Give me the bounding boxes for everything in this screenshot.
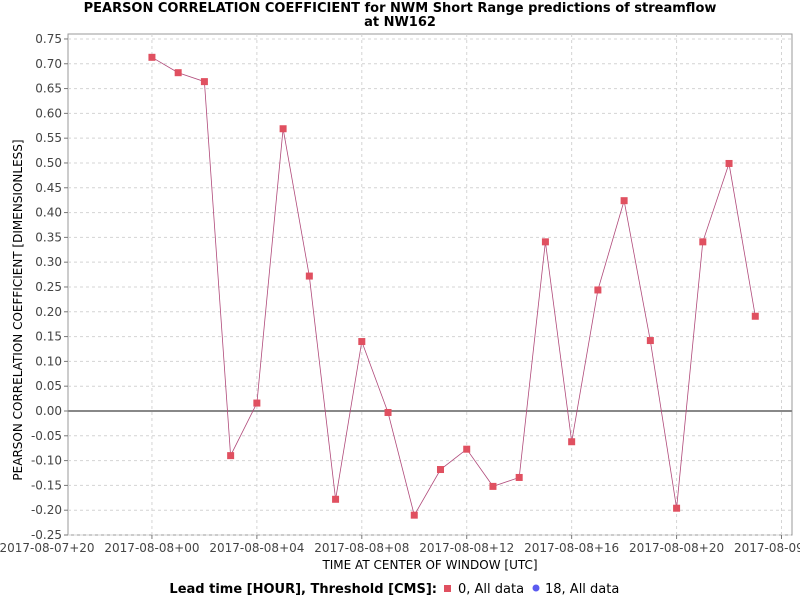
data-point: [148, 53, 156, 61]
data-point: [489, 482, 497, 490]
data-point: [568, 438, 576, 446]
y-tick-label: 0.05: [35, 379, 62, 393]
data-point: [279, 125, 287, 133]
data-point: [384, 408, 392, 416]
y-tick-label: 0.35: [35, 230, 62, 244]
data-point: [515, 473, 523, 481]
data-point: [620, 197, 628, 205]
legend: Lead time [HOUR], Threshold [CMS]: 0, Al…: [169, 582, 619, 597]
x-tick-label: 2017-08-08+12: [419, 541, 514, 555]
x-tick-label: 2017-08-07+20: [0, 541, 95, 555]
x-axis-ticks: 2017-08-07+20 2017-08-08+00 2017-08-08+04 2…: [0, 535, 800, 555]
x-tick-label: 2017-08-08+00: [104, 541, 199, 555]
y-tick-label: 0.45: [35, 181, 62, 195]
plot-area: [67, 33, 793, 536]
x-tick-label: 2017-08-08+20: [629, 541, 724, 555]
x-tick-label: 2017-08-08+16: [524, 541, 619, 555]
data-point: [646, 337, 654, 345]
data-point: [200, 78, 208, 86]
y-tick-label: 0.30: [35, 255, 62, 269]
x-tick-label: 2017-08-08+08: [314, 541, 409, 555]
data-point: [332, 495, 340, 503]
legend-title: Lead time [HOUR], Threshold [CMS]:: [169, 582, 437, 597]
data-point: [725, 159, 733, 167]
y-tick-label: 0.60: [35, 106, 62, 120]
y-tick-label: 0.25: [35, 280, 62, 294]
y-tick-label: 0.15: [35, 330, 62, 344]
legend-marker-series-1: [532, 584, 540, 592]
legend-label-series-0: 0, All data: [458, 582, 524, 597]
y-tick-label: -0.25: [31, 528, 62, 542]
y-tick-label: 0.10: [35, 354, 62, 368]
data-point: [751, 312, 759, 320]
series-lines: [151, 56, 756, 517]
y-tick-label: 0.00: [35, 404, 62, 418]
data-point: [305, 272, 313, 280]
series-points: [148, 53, 759, 519]
y-tick-label: -0.10: [31, 454, 62, 468]
chart-title: PEARSON CORRELATION COEFFICIENT for NWM …: [84, 1, 717, 16]
data-point: [227, 452, 235, 460]
y-tick-label: -0.05: [31, 429, 62, 443]
data-point: [358, 338, 366, 346]
data-point: [410, 511, 418, 519]
y-tick-label: 0.70: [35, 57, 62, 71]
data-point: [699, 238, 707, 246]
data-point: [541, 238, 549, 246]
data-point: [673, 504, 681, 512]
y-tick-label: -0.20: [31, 503, 62, 517]
data-point: [174, 69, 182, 77]
data-point: [436, 466, 444, 474]
y-axis-ticks: -0.25 -0.20 -0.15 -0.10 -0.05 0.00 0.05 0.10 0.1…: [31, 32, 68, 542]
chart-title-line2: at NW162: [364, 15, 436, 30]
y-tick-label: 0.40: [35, 206, 62, 220]
y-tick-label: 0.75: [35, 32, 62, 46]
x-tick-label: 2017-08-08+04: [209, 541, 304, 555]
x-axis-label: TIME AT CENTER OF WINDOW [UTC]: [321, 558, 537, 572]
x-tick-label: 2017-08-09+00: [734, 541, 800, 555]
y-tick-label: 0.50: [35, 156, 62, 170]
data-point: [594, 286, 602, 294]
y-tick-label: 0.55: [35, 131, 62, 145]
legend-marker-series-0: [444, 585, 451, 592]
data-point: [463, 445, 471, 453]
data-point: [253, 399, 261, 407]
legend-label-series-1: 18, All data: [545, 582, 619, 597]
y-tick-label: 0.20: [35, 305, 62, 319]
series-line-0: [151, 56, 756, 517]
y-tick-label: -0.15: [31, 478, 62, 492]
y-axis-label: PEARSON CORRELATION COEFFICIENT [DIMENSI…: [11, 139, 25, 480]
y-tick-label: 0.65: [35, 82, 62, 96]
grid: [68, 34, 792, 536]
